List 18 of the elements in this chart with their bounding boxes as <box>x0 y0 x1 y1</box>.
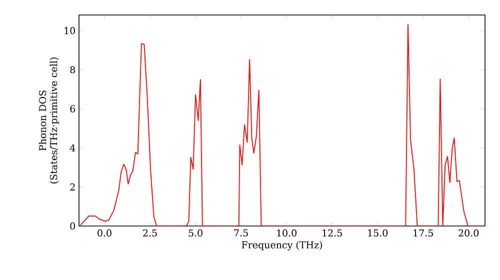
x-tick-label: 7.5 <box>234 229 248 236</box>
y-tick-label: 0 <box>70 222 75 230</box>
y-tick-label: 10 <box>64 27 75 34</box>
y-tick-label: 2 <box>70 183 75 190</box>
line-series <box>80 24 486 226</box>
y-tick-label: 4 <box>70 144 76 152</box>
y-tick-label: 6 <box>70 105 76 112</box>
y-tick-label: 8 <box>70 66 75 74</box>
x-tick-label: 12.5 <box>322 229 342 237</box>
x-axis-title: Frequency (THz) <box>242 241 322 250</box>
x-tick-label: 20.0 <box>458 229 479 237</box>
x-tick-label: 15.0 <box>368 229 388 237</box>
x-tick-label: 5.0 <box>188 229 202 237</box>
x-tick-label: 17.5 <box>414 229 433 237</box>
x-tick-label: 0.0 <box>98 229 112 237</box>
x-tick-label: 2.5 <box>143 229 157 237</box>
y-axis-title: Phonon DOS (States/THz·primitive cell) <box>38 58 60 184</box>
x-tick-label: 10.0 <box>277 229 296 237</box>
